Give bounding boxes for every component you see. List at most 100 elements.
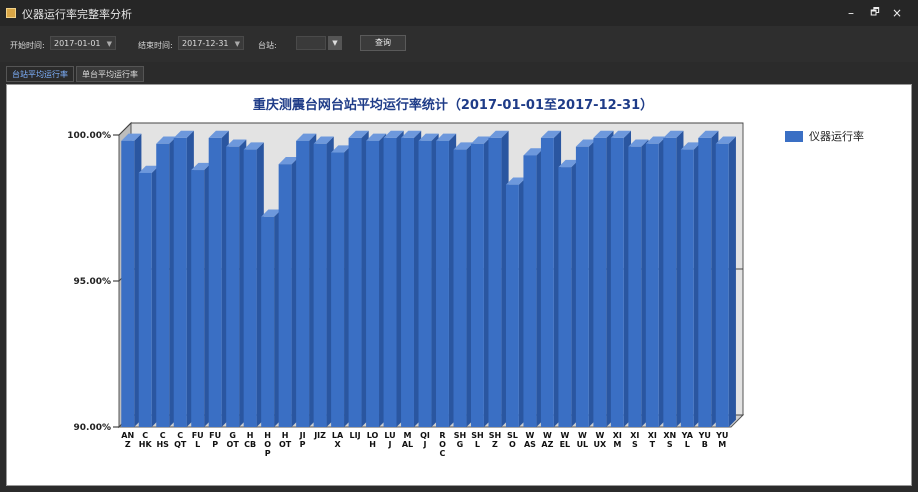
- tab-single-average[interactable]: 单台平均运行率: [76, 66, 144, 82]
- bar-top: [418, 133, 439, 141]
- x-tick-label: R: [439, 431, 445, 440]
- bar-front: [680, 149, 694, 427]
- bar-WUL: [575, 139, 597, 428]
- bar-top: [470, 136, 492, 144]
- x-tick-label: M: [404, 431, 412, 440]
- bar-top: [383, 130, 404, 138]
- close-button[interactable]: ×: [891, 6, 903, 20]
- bar-CHS: [156, 136, 177, 427]
- x-tick-label: X: [334, 440, 341, 449]
- x-tick-label: C: [142, 431, 148, 440]
- x-tick-label: EL: [560, 440, 571, 449]
- chevron-down-icon: ▼: [106, 40, 112, 48]
- bar-front: [243, 149, 257, 427]
- window-title: 仪器运行率完整率分析: [22, 8, 132, 21]
- x-tick-label: L: [195, 440, 200, 449]
- bar-ANZ: [121, 133, 142, 427]
- query-button[interactable]: 查询: [360, 35, 406, 51]
- x-tick-label: SH: [489, 431, 501, 440]
- bar-front: [331, 152, 345, 427]
- x-tick-label: Z: [125, 440, 131, 449]
- x-tick-label: P: [212, 440, 218, 449]
- x-tick-label: O: [509, 440, 516, 449]
- bar-LOH: [366, 133, 387, 427]
- bar-HOT: [278, 157, 299, 427]
- bar-top: [680, 142, 701, 150]
- bar-top: [593, 130, 614, 138]
- restore-button[interactable]: 🗗: [870, 7, 880, 18]
- x-tick-label: YA: [681, 431, 694, 440]
- x-tick-label: W: [543, 431, 552, 440]
- bar-top: [645, 136, 666, 144]
- x-tick-label: W: [526, 431, 535, 440]
- bar-front: [470, 143, 484, 427]
- x-tick-label: FU: [192, 431, 204, 440]
- bar-front: [121, 140, 135, 427]
- bar-top: [575, 139, 597, 147]
- x-tick-label: AN: [121, 431, 134, 440]
- bar-top: [278, 157, 299, 165]
- bar-HOP: [261, 209, 282, 427]
- bar-WUX: [593, 130, 614, 428]
- bar-front: [313, 143, 327, 427]
- bar-top: [191, 162, 212, 171]
- bar-front: [628, 146, 642, 427]
- x-tick-label: UL: [577, 440, 589, 449]
- x-tick-label: YU: [715, 431, 728, 440]
- bar-top: [313, 136, 334, 144]
- station-dropdown-button[interactable]: ▼: [328, 36, 342, 50]
- bar-FUL: [191, 162, 212, 427]
- bar-LIJ: [348, 130, 369, 428]
- tab-bar: 台站平均运行率 单台平均运行率: [0, 64, 918, 82]
- chart-panel: 重庆测震台网台站平均运行率统计（2017-01-01至2017-12-31） 9…: [6, 84, 912, 486]
- bar-top: [488, 130, 509, 138]
- x-tick-label: YU: [698, 431, 711, 440]
- x-tick-label: AS: [524, 440, 536, 449]
- x-tick-label: W: [595, 431, 604, 440]
- bar-front: [698, 137, 712, 428]
- x-tick-label: Z: [492, 440, 498, 449]
- station-select[interactable]: [296, 36, 326, 50]
- x-tick-label: C: [440, 449, 446, 458]
- x-tick-label: XI: [630, 431, 639, 440]
- bar-HCB: [243, 142, 264, 427]
- bar-top: [558, 159, 579, 168]
- bar-WAZ: [540, 130, 562, 428]
- start-date-picker[interactable]: 2017-01-01 ▼: [50, 36, 116, 50]
- x-tick-label: LO: [367, 431, 379, 440]
- x-tick-label: T: [650, 440, 656, 449]
- x-tick-label: HS: [156, 440, 169, 449]
- bar-YAL: [680, 142, 701, 427]
- end-date-value: 2017-12-31: [182, 39, 229, 48]
- bar-top: [523, 148, 544, 156]
- bar-LUJ: [383, 130, 404, 428]
- bar-front: [575, 146, 589, 427]
- x-tick-label: UX: [594, 440, 607, 449]
- bar-ROC: [436, 133, 457, 427]
- bar-front: [593, 137, 607, 428]
- bar-XIM: [610, 130, 632, 428]
- x-tick-label: OT: [227, 440, 240, 449]
- chart-title: 重庆测震台网台站平均运行率统计（2017-01-01至2017-12-31）: [253, 97, 653, 113]
- x-tick-label: C: [160, 431, 166, 440]
- bar-side: [728, 136, 736, 427]
- bar-YUM: [715, 136, 736, 427]
- bar-top: [348, 130, 369, 138]
- bar-front: [366, 140, 380, 427]
- y-tick-label: 100.00%: [67, 131, 111, 141]
- end-date-picker[interactable]: 2017-12-31 ▼: [178, 36, 244, 50]
- x-tick-label: M: [613, 440, 621, 449]
- tab-station-average[interactable]: 台站平均运行率: [6, 66, 74, 82]
- bar-front: [540, 137, 554, 428]
- minimize-button[interactable]: –: [848, 6, 854, 20]
- bar-top: [243, 142, 264, 150]
- bar-WAS: [523, 148, 544, 428]
- bar-JIP: [296, 133, 317, 427]
- filter-toolbar: 开始时间: 2017-01-01 ▼ 结束时间: 2017-12-31 ▼ 台站…: [0, 26, 918, 62]
- bar-top: [226, 139, 247, 147]
- chevron-down-icon: ▼: [234, 40, 240, 48]
- bar-front: [383, 137, 397, 428]
- bar-front: [261, 216, 275, 427]
- bar-top: [261, 209, 282, 217]
